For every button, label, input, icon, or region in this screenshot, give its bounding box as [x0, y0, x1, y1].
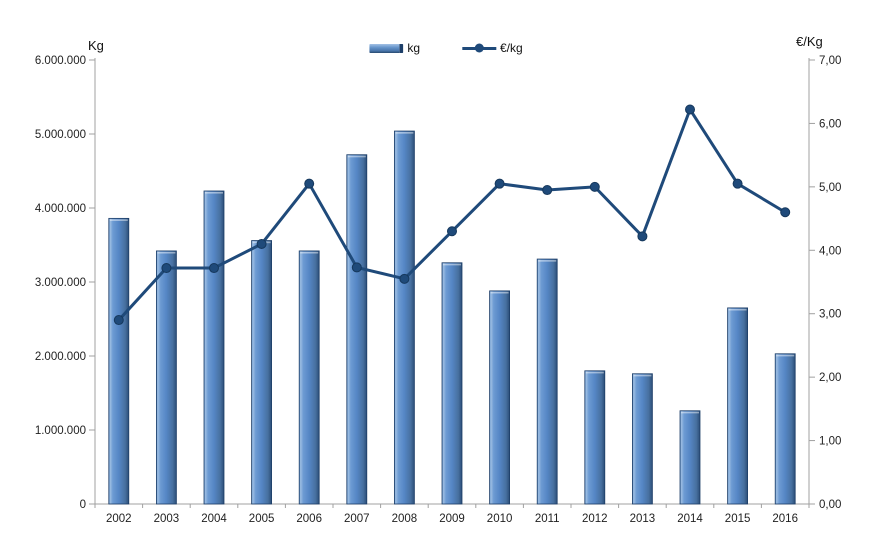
category-label: 2002 [106, 513, 132, 525]
bar-top-highlight [300, 251, 319, 254]
category-label: 2014 [677, 513, 703, 525]
category-labels: 2002 2003 2004 2005 2006 2007 2008 2009 2010 2011… [106, 513, 798, 525]
category-label: 2012 [582, 513, 608, 525]
right-tick-label: 6,00 [819, 118, 841, 130]
category-label: 2011 [535, 513, 560, 525]
bar-top-highlight [109, 219, 128, 221]
bar-top-highlight [157, 251, 176, 254]
marker-2008 [399, 273, 410, 284]
bar-2003 [155, 250, 177, 505]
marker-2012 [589, 181, 600, 192]
legend: kg €/kg [369, 41, 523, 55]
category-label: 2015 [725, 513, 751, 525]
left-tick-label: 2.000.000 [35, 351, 86, 363]
bar-2015 [727, 307, 748, 505]
bar-2011 [536, 258, 558, 505]
bar-top-highlight [585, 371, 604, 374]
bar-2013 [632, 373, 653, 505]
category-label: 2005 [249, 513, 275, 525]
category-label: 2016 [772, 513, 798, 525]
right-tick-label: 2,00 [819, 372, 841, 384]
bar-2014 [679, 410, 701, 505]
bar-2004 [203, 190, 225, 505]
bar-top-highlight [728, 308, 747, 311]
marker-2006 [304, 178, 315, 189]
bar-2008 [393, 130, 415, 505]
legend-item-eur-per-kg: €/kg [462, 41, 523, 55]
bar-2012 [584, 370, 606, 505]
bar-top-highlight [205, 191, 223, 194]
right-tick-label: 5,00 [819, 182, 841, 194]
left-tick-label: 3.000.000 [35, 277, 86, 289]
marker-2015 [732, 178, 743, 189]
bar-top-highlight [490, 291, 509, 294]
left-axis-title: Kg [88, 38, 104, 53]
bar-2002 [108, 217, 130, 505]
category-label: 2003 [154, 513, 180, 525]
left-tick-label: 1.000.000 [35, 425, 86, 437]
right-tick-label: 3,00 [819, 309, 841, 321]
category-label: 2013 [630, 513, 656, 525]
bar-2007 [346, 154, 368, 505]
line-series-eur-per-kg [113, 104, 791, 326]
category-label: 2004 [201, 513, 227, 525]
category-label: 2006 [296, 513, 322, 525]
left-axis-ticks: 0 1.000.000 2.000.000 3.000.000 4.000.000 5.0… [35, 55, 95, 511]
bar-top-highlight [776, 354, 795, 357]
bar-top-highlight [681, 411, 699, 414]
bar-series-swatch-icon [369, 43, 404, 53]
bar-2005 [251, 240, 273, 505]
bar-top-highlight [443, 263, 461, 266]
bar-series-kg [108, 130, 796, 505]
right-tick-label: 7,00 [819, 55, 841, 67]
bar-2009 [441, 262, 463, 505]
category-label: 2007 [344, 513, 370, 525]
marker-2013 [637, 231, 648, 242]
marker-2004 [209, 263, 219, 274]
bar-top-highlight [395, 132, 414, 134]
bar-top-highlight [633, 374, 652, 377]
line-series-swatch-icon [462, 43, 496, 53]
right-tick-label: 4,00 [819, 245, 841, 257]
right-axis-title: €/Kg [796, 34, 823, 49]
bar-2010 [489, 290, 511, 505]
right-axis-ticks: 0,00 1,00 2,00 3,00 4,00 5,00 6,00 7,00 [809, 55, 841, 511]
right-tick-label: 0,00 [819, 499, 841, 511]
marker-2009 [447, 226, 457, 237]
legend-item-kg: kg [369, 41, 420, 55]
category-label: 2008 [392, 513, 418, 525]
legend-label-kg: kg [407, 41, 420, 55]
marker-2014 [685, 104, 695, 115]
bar-2016 [774, 353, 796, 505]
left-tick-label: 5.000.000 [35, 129, 86, 141]
bar-2006 [298, 250, 320, 505]
category-label: 2010 [487, 513, 513, 525]
marker-2002 [113, 315, 124, 326]
marker-2007 [351, 262, 362, 273]
marker-2003 [161, 263, 172, 274]
bar-top-highlight [347, 155, 366, 158]
left-tick-label: 4.000.000 [35, 203, 86, 215]
left-tick-label: 0 [80, 499, 86, 511]
right-tick-label: 1,00 [819, 436, 841, 448]
marker-2016 [780, 207, 791, 218]
marker-2011 [542, 185, 553, 196]
marker-2005 [256, 238, 267, 249]
bar-top-highlight [538, 260, 557, 262]
left-tick-label: 6.000.000 [35, 55, 86, 67]
category-label: 2009 [439, 513, 465, 525]
marker-2010 [494, 178, 505, 189]
legend-label-eur-per-kg: €/kg [500, 41, 523, 55]
